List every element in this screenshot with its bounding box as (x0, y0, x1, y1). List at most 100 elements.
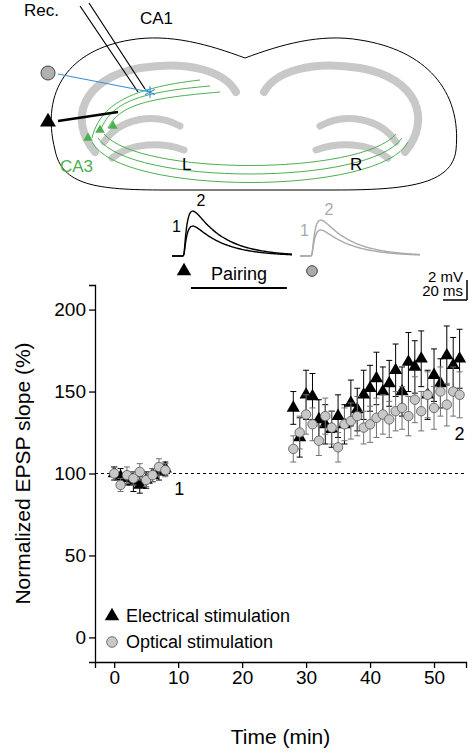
ca3-neuron (83, 132, 93, 140)
data-point (385, 415, 394, 424)
x-tick: 50 (424, 662, 445, 688)
y-tick: 100 (54, 463, 95, 484)
period-label: 1 (174, 479, 184, 499)
x-tick-label: 10 (168, 667, 189, 688)
y-tick: 200 (54, 299, 95, 320)
x-tick-label: 50 (424, 667, 445, 688)
data-point (389, 363, 402, 374)
y-tick-mark (89, 555, 95, 556)
x-tick-label: 40 (360, 667, 381, 688)
trace-marker (177, 263, 191, 275)
pairing-bar (191, 287, 287, 289)
data-point (410, 395, 419, 404)
optical-icon (41, 66, 55, 80)
data-point (135, 467, 144, 476)
data-point (455, 390, 464, 399)
figure: Rec.CA1CA3LR12122 mV20 ms010203040500501… (0, 0, 472, 753)
data-point (397, 403, 406, 412)
right-hippocampus (264, 65, 418, 158)
data-point (116, 480, 125, 489)
data-point (423, 390, 432, 399)
y-tick: 150 (54, 381, 95, 402)
period-label: 2 (455, 424, 465, 444)
trace-label: 2 (324, 201, 333, 218)
data-point (370, 371, 383, 382)
data-point (442, 400, 451, 409)
x-tick: 30 (296, 662, 317, 688)
data-point (429, 403, 438, 412)
optical-fiber (58, 74, 150, 92)
data-point (321, 411, 330, 420)
example-traces: 12122 mV20 ms (172, 192, 467, 300)
ca3-neuron (108, 120, 118, 128)
stim-electrode (58, 112, 118, 121)
y-tick-label: 200 (54, 299, 86, 320)
y-tick-mark (89, 637, 95, 638)
trace-label: 2 (196, 192, 205, 209)
diagram-label: CA1 (140, 9, 173, 28)
chart: 0 10 20 30 40 50 0 50 100 150 200 Time (min) Normali… (11, 264, 467, 748)
epsp-trace (172, 211, 292, 256)
data-point (415, 351, 428, 362)
y-tick-label: 0 (75, 627, 86, 648)
data-point (427, 368, 440, 379)
y-tick-mark (89, 473, 95, 474)
scale-bar-label: 20 ms (422, 282, 463, 299)
y-tick-mark (89, 391, 95, 392)
data-point (109, 469, 118, 478)
x-axis-line (96, 663, 467, 669)
data-point (308, 420, 317, 429)
trace-label: 1 (300, 222, 309, 239)
legend: Electrical stimulation Optical stimulatio… (105, 606, 290, 652)
epsp-trace (300, 230, 420, 256)
diagram-label: R (350, 155, 362, 174)
left-hippocampus (82, 65, 236, 158)
x-tick: 0 (109, 662, 120, 688)
data-point (331, 409, 344, 420)
x-tick: 40 (360, 662, 381, 688)
hippocampus-diagram: Rec.CA1CA3LR (24, 1, 457, 190)
light-spot (145, 86, 155, 97)
data-point (440, 348, 453, 359)
y-axis-title: Normalized EPSP slope (%) (11, 342, 34, 604)
y-tick-label: 50 (65, 545, 86, 566)
data-point (404, 411, 413, 420)
data-point (417, 406, 426, 415)
epsp-trace (172, 226, 292, 256)
scale-bar-horizontal (443, 299, 467, 301)
legend-label: Optical stimulation (126, 632, 273, 652)
legend-marker (105, 608, 119, 620)
y-axis: 0 50 100 150 200 (54, 286, 95, 663)
series (108, 326, 466, 493)
scale-bar-vertical (466, 280, 468, 300)
data-point (314, 436, 323, 445)
data-point (333, 443, 342, 452)
pairing-label: Pairing (211, 264, 267, 284)
diagram-label: L (182, 155, 191, 174)
legend-marker (107, 637, 118, 648)
x-axis-title: Time (min) (231, 725, 331, 748)
data-point (325, 422, 338, 433)
epsp-trace (300, 220, 420, 256)
data-point (148, 470, 157, 479)
plot-area (95, 326, 466, 493)
x-tick: 10 (168, 662, 189, 688)
commissural-fibers (92, 134, 408, 183)
y-tick-label: 150 (54, 381, 86, 402)
data-point (383, 376, 396, 387)
recording-pipette (80, 3, 145, 92)
x-axis: 0 10 20 30 40 50 (96, 662, 467, 688)
brain-outline (51, 38, 456, 190)
data-point (295, 428, 304, 437)
trace-label: 1 (172, 218, 181, 235)
ca3-neuron (95, 124, 105, 132)
legend-label: Electrical stimulation (126, 606, 290, 626)
data-point (436, 387, 445, 396)
y-tick-label: 100 (54, 463, 86, 484)
y-axis-line (89, 286, 96, 663)
data-point (327, 423, 336, 432)
x-tick: 20 (232, 662, 253, 688)
y-tick-mark (89, 309, 95, 310)
data-point (287, 400, 300, 411)
electrical-icon (40, 113, 56, 127)
